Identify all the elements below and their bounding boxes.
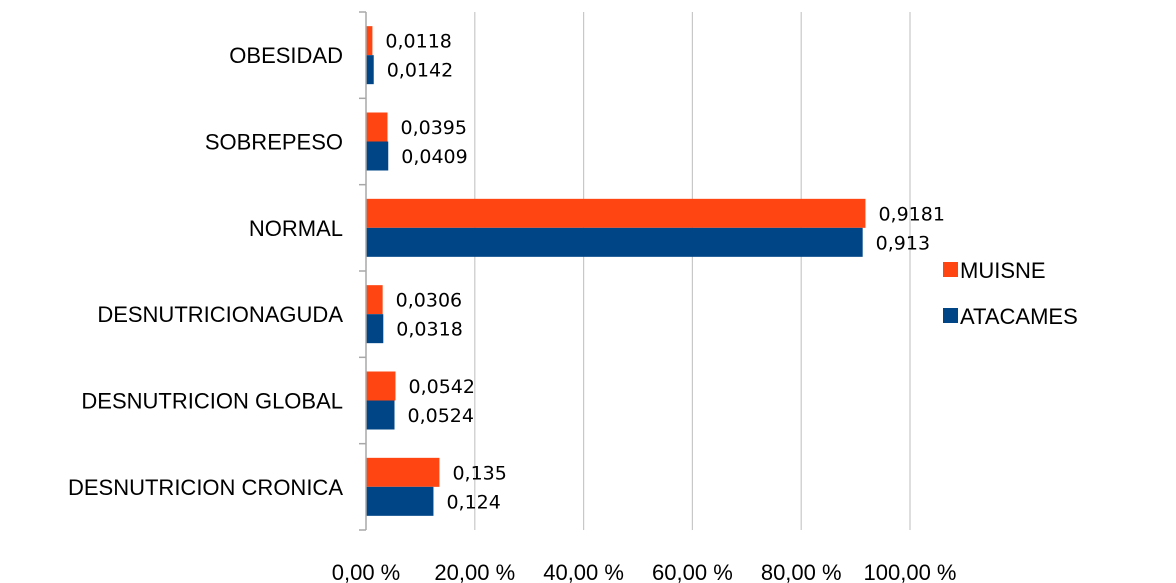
data-label-atacames: 0,124: [446, 491, 500, 513]
data-label-atacames: 0,0142: [387, 60, 453, 82]
labels: 0,00 % 20,00 % 40,00 % 60,00 % 80,00 % 100,00…: [68, 31, 957, 583]
x-tick-label: 40,00 %: [543, 560, 624, 583]
bars: [366, 26, 866, 516]
category-label: OBESIDAD: [229, 43, 343, 68]
bar-muisne: [366, 285, 383, 315]
x-tick-label: 100,00 %: [864, 560, 957, 583]
data-label-muisne: 0,0306: [396, 290, 462, 312]
data-label-atacames: 0,0409: [401, 146, 467, 168]
x-tick-label: 60,00 %: [652, 560, 733, 583]
category-label: DESNUTRICIONAGUDA: [97, 302, 343, 327]
legend-label-muisne: MUISNE: [960, 258, 1046, 283]
axes: [359, 11, 367, 531]
x-tick-label: 0,00 %: [332, 560, 401, 583]
bar-atacames: [366, 55, 374, 85]
gridlines: [474, 12, 911, 530]
data-label-atacames: 0,0318: [396, 319, 462, 341]
bar-atacames: [366, 314, 384, 344]
legend-swatch-muisne: [943, 262, 958, 277]
bar-muisne: [366, 457, 440, 487]
x-tick-label: 20,00 %: [434, 560, 515, 583]
category-label: SOBREPESO: [205, 130, 343, 155]
legend-swatch-atacames: [943, 308, 958, 323]
data-label-atacames: 0,0524: [408, 405, 474, 427]
category-label: DESNUTRICION CRONICA: [68, 475, 343, 500]
data-label-muisne: 0,9181: [878, 203, 944, 225]
bar-atacames: [366, 141, 389, 171]
bar-muisne: [366, 198, 866, 228]
bar-atacames: [366, 486, 434, 516]
bar-muisne: [366, 26, 373, 56]
bar-muisne: [366, 371, 396, 401]
category-label: NORMAL: [249, 216, 343, 241]
bar-atacames: [366, 227, 863, 257]
x-tick-label: 80,00 %: [761, 560, 842, 583]
data-label-atacames: 0,913: [876, 232, 930, 254]
category-label: DESNUTRICION GLOBAL: [81, 389, 343, 414]
bar-atacames: [366, 400, 395, 430]
data-label-muisne: 0,0118: [385, 31, 451, 53]
data-label-muisne: 0,0542: [408, 376, 474, 398]
legend: MUISNE ATACAMES: [943, 258, 1078, 329]
bar-muisne: [366, 112, 388, 142]
data-label-muisne: 0,0395: [400, 117, 466, 139]
legend-label-atacames: ATACAMES: [960, 304, 1078, 329]
data-label-muisne: 0,135: [452, 462, 506, 484]
